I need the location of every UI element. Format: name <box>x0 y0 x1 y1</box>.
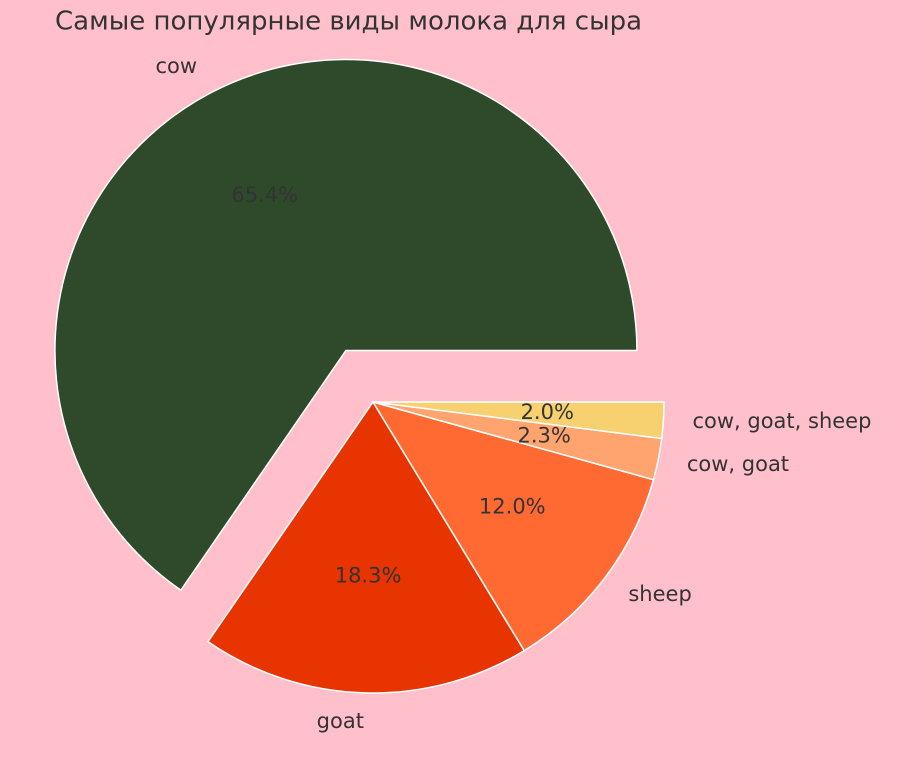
pie-slice <box>372 401 665 440</box>
percent-label: 65.4% <box>231 183 298 207</box>
percent-label: 2.0% <box>521 400 574 424</box>
pie-slice <box>54 58 638 592</box>
slice-label: cow <box>155 54 197 78</box>
slice-label: sheep <box>628 582 691 606</box>
percent-label: 2.3% <box>518 423 571 447</box>
percent-label: 12.0% <box>479 494 546 518</box>
chart-title: Самые популярные виды молока для сыра <box>55 7 642 37</box>
pie-slice <box>206 400 526 694</box>
slice-label: cow, goat, sheep <box>692 409 871 433</box>
slice-label: goat <box>317 709 364 733</box>
pie-slice <box>371 400 655 652</box>
percent-label: 18.3% <box>335 564 402 588</box>
slice-label: cow, goat <box>687 452 789 476</box>
